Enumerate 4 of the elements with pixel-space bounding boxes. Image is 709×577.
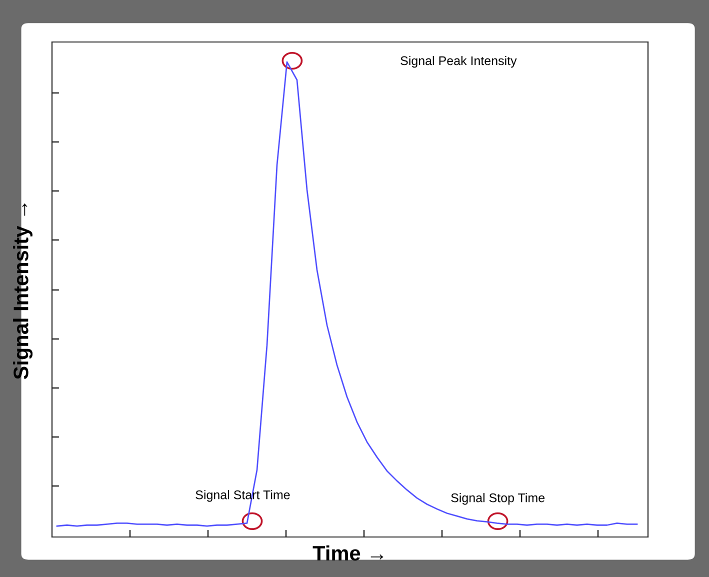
annotation: Signal Peak Intensity [400,56,517,68]
x-axis-title: Time → [312,545,384,561]
y-axis-title: Signal Intensity → [13,203,33,380]
annotation: Signal Stop Time [451,493,545,505]
